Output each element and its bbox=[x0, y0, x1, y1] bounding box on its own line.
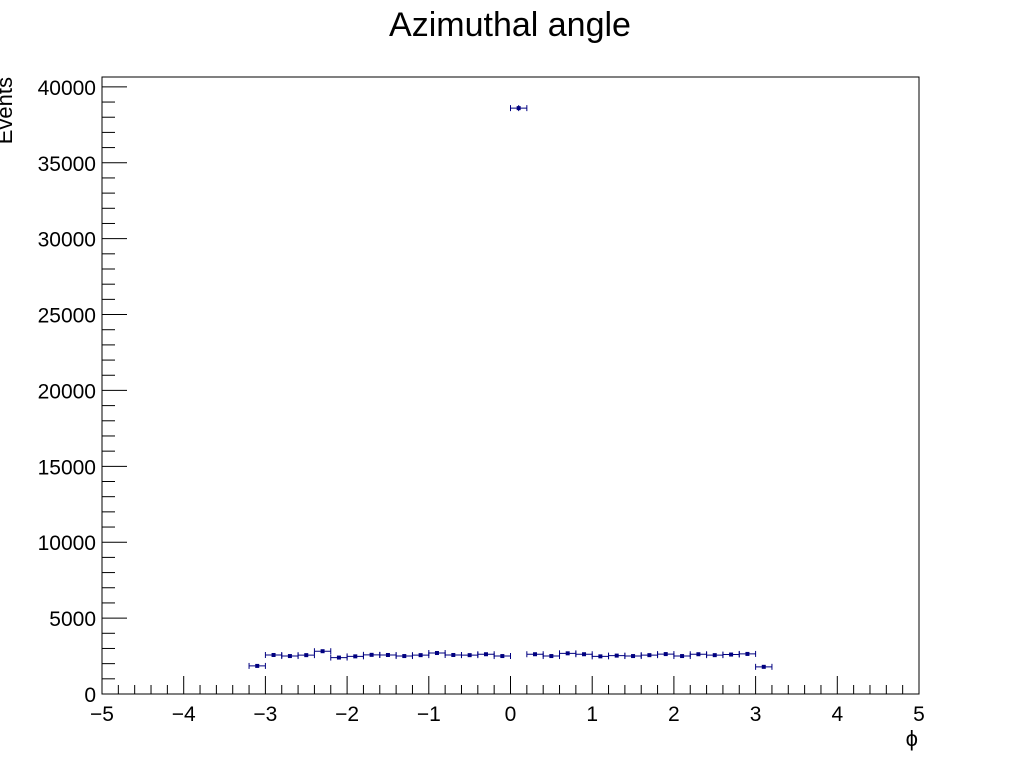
point-marker bbox=[516, 106, 521, 111]
y-axis-label: Events bbox=[0, 77, 17, 144]
point-marker bbox=[631, 654, 636, 659]
point-marker bbox=[304, 653, 309, 658]
point-marker bbox=[663, 652, 668, 657]
y-tick-label: 0 bbox=[84, 684, 96, 707]
data-point bbox=[755, 663, 773, 670]
point-marker bbox=[745, 651, 750, 656]
point-marker bbox=[287, 654, 292, 659]
y-tick-label: 30000 bbox=[38, 229, 96, 252]
point-marker bbox=[353, 654, 358, 659]
point-marker bbox=[451, 652, 456, 657]
x-tick-label: −3 bbox=[253, 703, 277, 726]
point-marker bbox=[761, 664, 766, 669]
point-marker bbox=[549, 654, 554, 659]
x-tick-label: 1 bbox=[586, 703, 598, 726]
point-marker bbox=[255, 663, 260, 668]
point-marker bbox=[271, 652, 276, 657]
data-point bbox=[738, 650, 757, 657]
x-tick-label: 4 bbox=[831, 703, 843, 726]
x-tick-label: −2 bbox=[335, 703, 359, 726]
point-marker bbox=[565, 651, 570, 656]
point-marker bbox=[696, 652, 701, 657]
point-marker bbox=[402, 654, 407, 659]
point-marker bbox=[729, 652, 734, 657]
point-marker bbox=[467, 653, 472, 658]
point-marker bbox=[483, 652, 488, 657]
point-marker bbox=[434, 651, 439, 656]
x-tick-label: 0 bbox=[505, 703, 517, 726]
x-tick-label: 3 bbox=[750, 703, 762, 726]
y-tick-label: 25000 bbox=[38, 305, 96, 328]
y-tick-label: 5000 bbox=[49, 608, 96, 631]
x-tick-label: 2 bbox=[668, 703, 680, 726]
x-tick-label: −1 bbox=[417, 703, 441, 726]
y-tick-label: 20000 bbox=[38, 380, 96, 403]
x-axis: −5 −4 −3 −2 −1 0 1 2 3 4 5 bbox=[90, 676, 925, 726]
point-marker bbox=[680, 654, 685, 659]
point-marker bbox=[418, 653, 423, 658]
data-point bbox=[493, 653, 511, 660]
y-axis: 0 5000 10000 15000 20000 25000 30000 35000 40000 bbox=[38, 77, 127, 707]
point-marker bbox=[369, 652, 374, 657]
x-tick-label: −4 bbox=[172, 703, 196, 726]
point-marker bbox=[647, 653, 652, 658]
y-tick-label: 35000 bbox=[38, 153, 96, 176]
y-tick-label: 15000 bbox=[38, 456, 96, 479]
point-marker bbox=[582, 652, 587, 657]
point-marker bbox=[336, 655, 341, 660]
point-marker bbox=[614, 653, 619, 658]
point-marker bbox=[385, 652, 390, 657]
x-tick-label: −5 bbox=[90, 703, 114, 726]
x-tick-label: 5 bbox=[913, 703, 925, 726]
point-marker bbox=[320, 649, 325, 654]
data-point bbox=[313, 648, 332, 655]
y-tick-label: 40000 bbox=[38, 77, 96, 100]
point-marker bbox=[533, 652, 538, 657]
chart-title: Azimuthal angle bbox=[389, 6, 631, 44]
data-points bbox=[248, 105, 773, 670]
data-point bbox=[477, 651, 495, 658]
data-point bbox=[510, 105, 528, 112]
x-axis-label: ϕ bbox=[906, 726, 918, 751]
point-marker bbox=[712, 653, 717, 658]
y-tick-label: 10000 bbox=[38, 532, 96, 555]
data-point bbox=[248, 662, 266, 669]
point-marker bbox=[500, 654, 505, 659]
point-marker bbox=[598, 654, 603, 659]
